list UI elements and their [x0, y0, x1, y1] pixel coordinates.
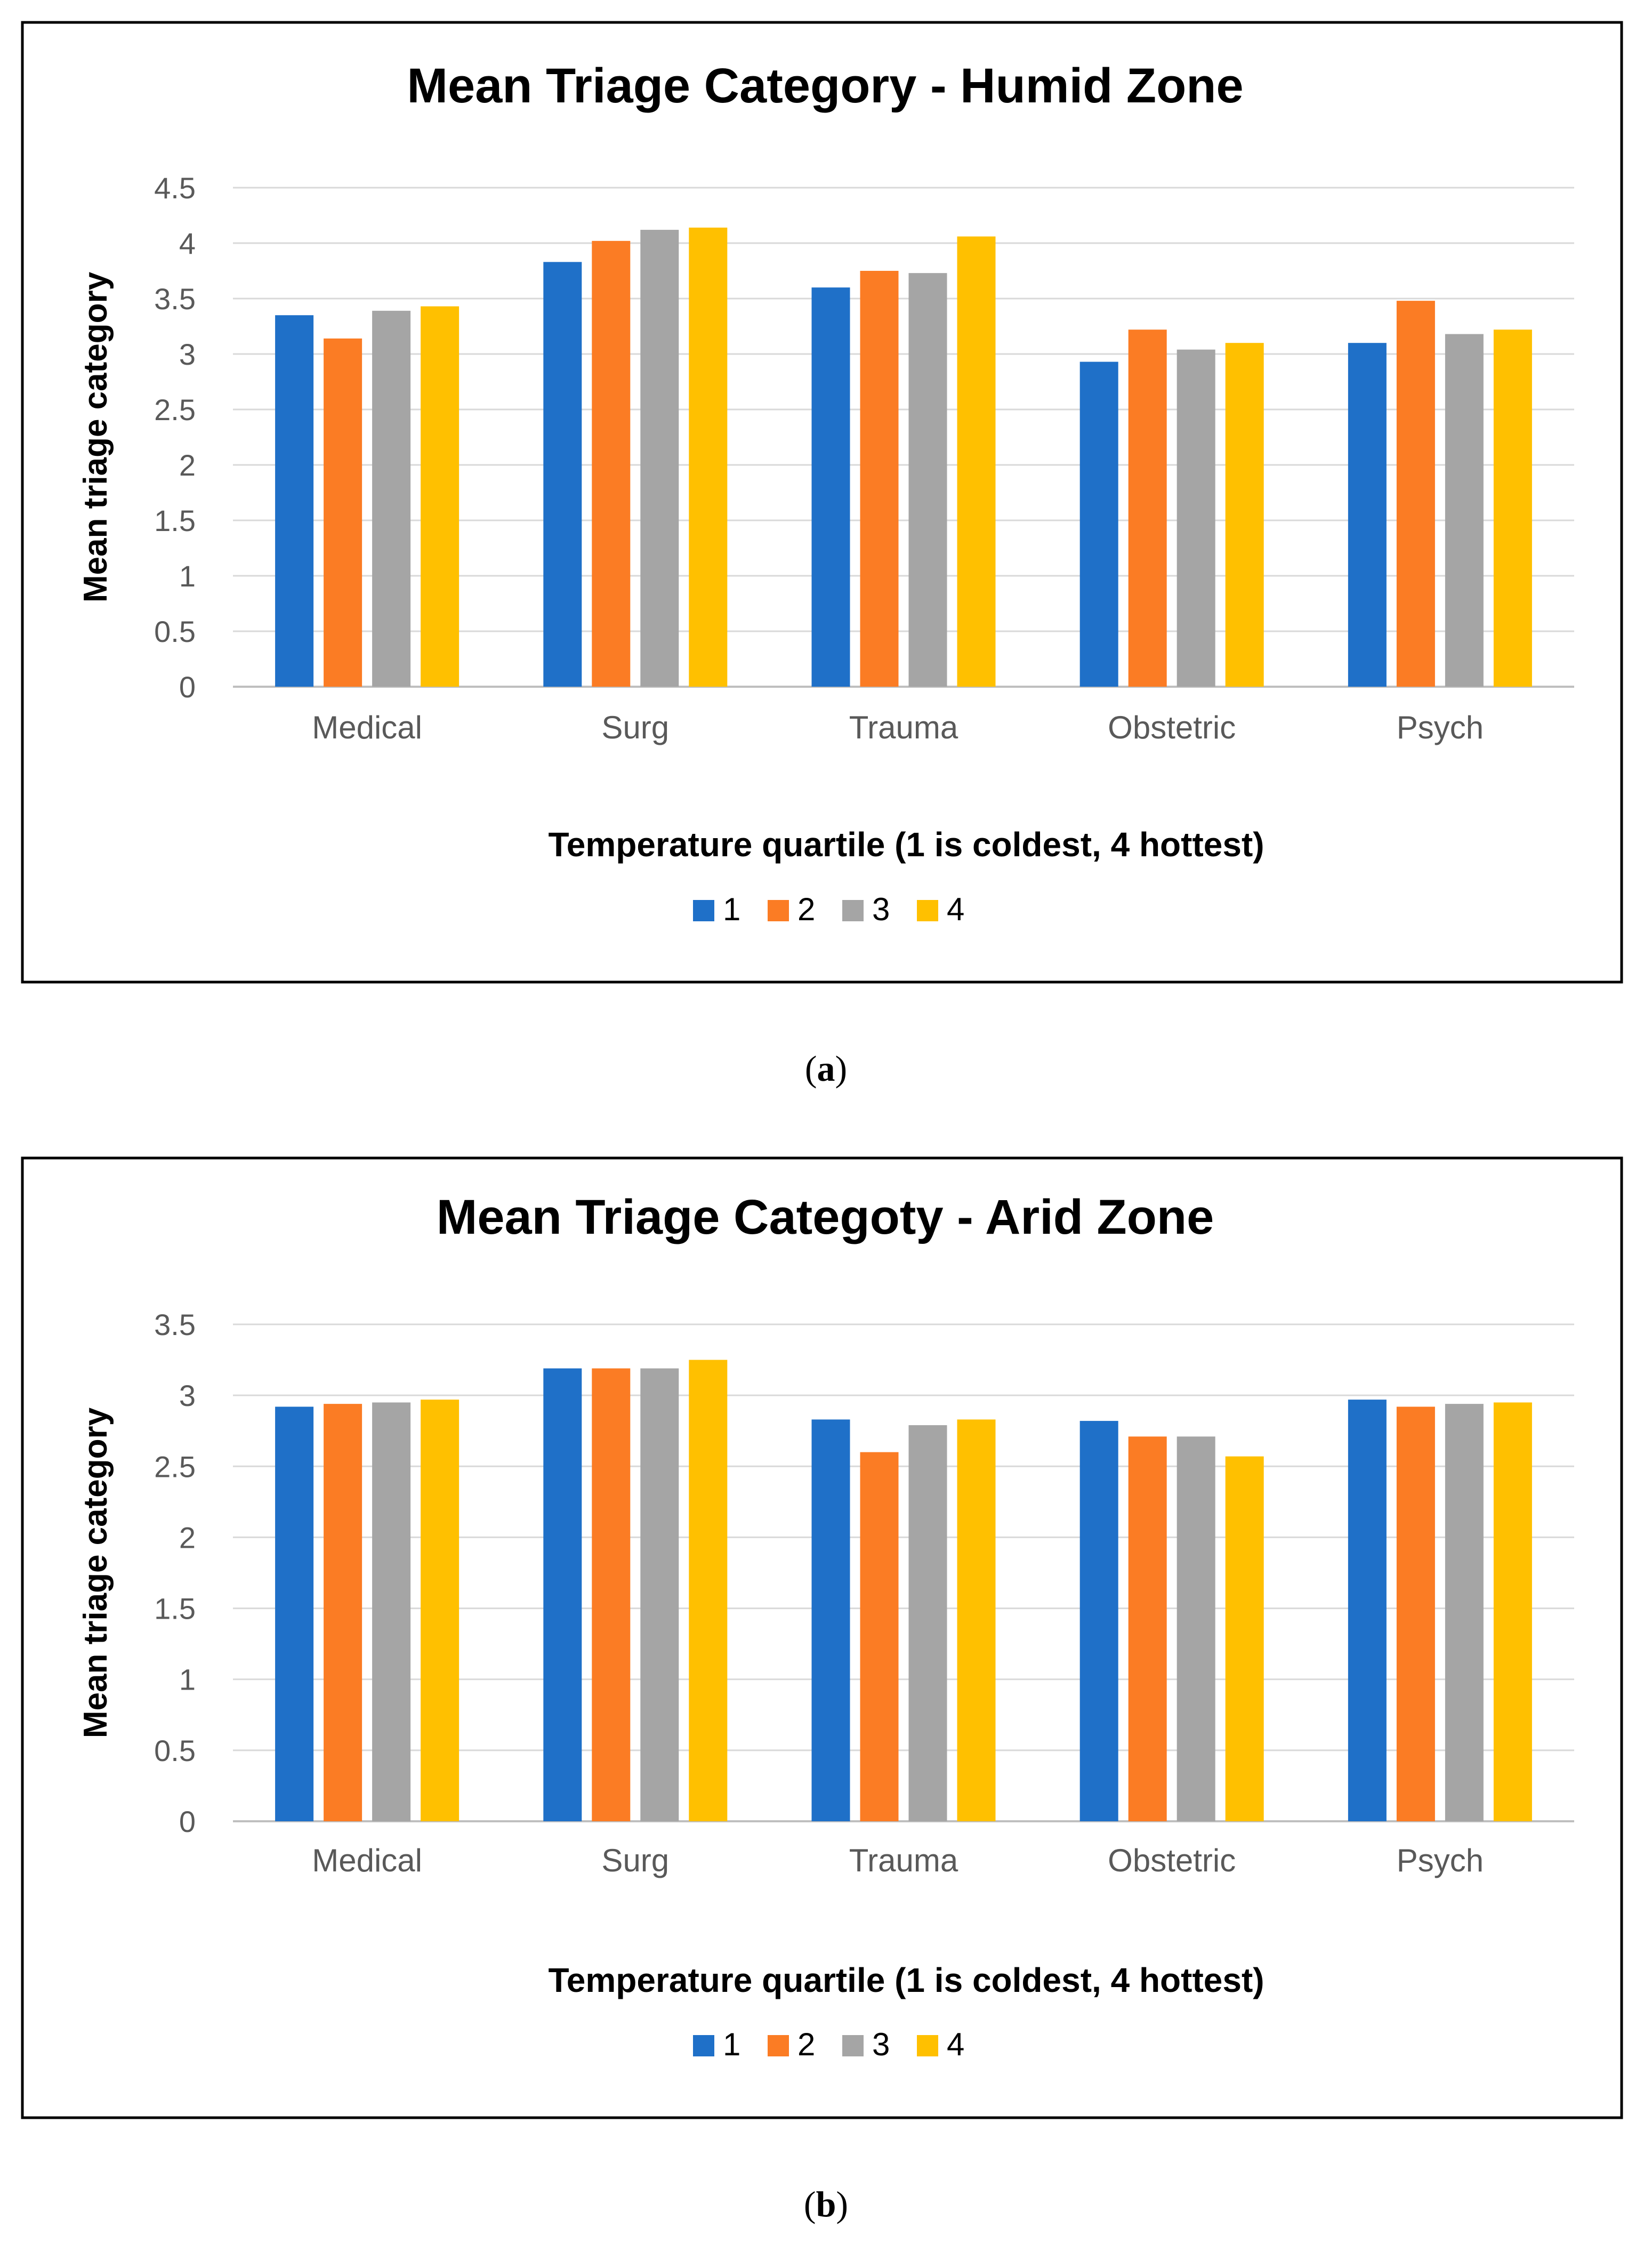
- y-tick-label: 0: [179, 1805, 196, 1838]
- legend-swatch-4: [917, 900, 938, 921]
- chart-humid: Mean Triage Category - Humid Zone 0 0.5 1 1.…: [21, 21, 1623, 984]
- y-tick-label: 1: [179, 559, 196, 593]
- y-tick-label: 0.5: [154, 1734, 196, 1767]
- y-axis-label: Mean triage category: [77, 271, 114, 602]
- x-tick-label: Trauma: [849, 710, 958, 745]
- x-axis-label: Temperature quartile (1 is coldest, 4 ho…: [548, 825, 1264, 864]
- bar-medical-q4: [421, 306, 460, 687]
- bar-trauma-q4: [957, 236, 996, 687]
- x-tick-label: Obstetric: [1108, 710, 1236, 745]
- legend-swatch-1: [693, 900, 714, 921]
- bar-obstetric-q2: [1128, 1436, 1167, 1821]
- bar-psych-q4: [1493, 329, 1532, 687]
- legend-label: 3: [872, 891, 890, 927]
- x-tick-label: Obstetric: [1108, 1843, 1236, 1878]
- chart-arid: Mean Triage Categoty - Arid Zone 0 0.5 1 1.5…: [21, 1156, 1623, 2119]
- bar-trauma-q1: [811, 287, 850, 687]
- bar-medical-q2: [324, 1404, 362, 1821]
- bar-trauma-q3: [908, 1425, 947, 1821]
- bar-obstetric-q4: [1225, 1456, 1264, 1821]
- panel-label-b: (b): [803, 2184, 849, 2224]
- y-tick-label: 3.5: [154, 282, 196, 316]
- y-axis-label: Mean triage category: [77, 1407, 114, 1738]
- bar-medical-q3: [372, 1402, 411, 1821]
- bar-medical-q3: [372, 310, 411, 687]
- bar-obstetric-q3: [1176, 1436, 1215, 1821]
- x-tick-label: Surg: [601, 1843, 669, 1878]
- legend-swatch-1: [693, 2035, 714, 2056]
- bar-medical-q4: [421, 1400, 460, 1821]
- bar-trauma-q4: [957, 1419, 996, 1821]
- bar-trauma-q2: [860, 271, 899, 687]
- y-tick-label: 3.5: [154, 1308, 196, 1341]
- bar-surg-q4: [689, 227, 728, 687]
- legend-label: 4: [947, 2027, 964, 2062]
- y-tick-label: 3: [179, 337, 196, 371]
- y-tick-label: 0.5: [154, 615, 196, 648]
- legend-label: 2: [797, 891, 815, 927]
- x-tick-label: Medical: [312, 710, 422, 745]
- x-tick-label: Psych: [1397, 710, 1484, 745]
- bar-psych-q3: [1445, 1404, 1484, 1821]
- y-tick-label: 2.5: [154, 393, 196, 427]
- x-tick-label: Trauma: [849, 1843, 958, 1878]
- bar-obstetric-q4: [1225, 343, 1264, 687]
- legend-swatch-2: [768, 900, 789, 921]
- legend-swatch-3: [842, 2035, 864, 2056]
- bar-surg-q2: [592, 1368, 631, 1821]
- bar-psych-q1: [1348, 1400, 1387, 1821]
- bar-surg-q2: [592, 240, 631, 687]
- y-tick-label: 2: [179, 1521, 196, 1554]
- chart-title: Mean Triage Category - Humid Zone: [407, 59, 1243, 113]
- bar-trauma-q2: [860, 1452, 899, 1821]
- bar-surg-q3: [640, 230, 679, 687]
- x-tick-label: Surg: [601, 710, 669, 745]
- y-tick-label: 0: [179, 670, 196, 704]
- legend-label: 2: [797, 2027, 815, 2062]
- bar-psych-q2: [1396, 1406, 1435, 1821]
- bar-psych-q1: [1348, 343, 1387, 687]
- legend-label: 4: [947, 891, 964, 927]
- bar-medical-q1: [275, 315, 314, 687]
- chart-title: Mean Triage Categoty - Arid Zone: [437, 1190, 1214, 1244]
- legend-swatch-3: [842, 900, 864, 921]
- bar-medical-q2: [324, 338, 362, 687]
- bar-psych-q3: [1445, 334, 1484, 687]
- x-tick-label: Medical: [312, 1843, 422, 1878]
- legend-swatch-4: [917, 2035, 938, 2056]
- bar-obstetric-q1: [1079, 361, 1118, 687]
- bar-medical-q1: [275, 1406, 314, 1821]
- y-tick-label: 3: [179, 1379, 196, 1412]
- bar-trauma-q3: [908, 273, 947, 687]
- bar-obstetric-q3: [1176, 349, 1215, 687]
- legend-label: 1: [723, 2027, 740, 2062]
- y-tick-label: 1.5: [154, 504, 196, 537]
- x-axis-label: Temperature quartile (1 is coldest, 4 ho…: [548, 1961, 1264, 1999]
- bar-surg-q1: [543, 262, 582, 687]
- bar-surg-q4: [689, 1360, 728, 1821]
- bar-trauma-q1: [811, 1419, 850, 1821]
- bar-psych-q2: [1396, 301, 1435, 687]
- panel-label-a: (a): [804, 1048, 848, 1089]
- bar-obstetric-q2: [1128, 329, 1167, 687]
- bar-psych-q4: [1493, 1402, 1532, 1821]
- y-tick-label: 2: [179, 448, 196, 482]
- bar-obstetric-q1: [1079, 1421, 1118, 1821]
- y-tick-label: 1: [179, 1663, 196, 1697]
- legend-swatch-2: [768, 2035, 789, 2056]
- legend-label: 3: [872, 2027, 890, 2062]
- y-tick-label: 4.5: [154, 171, 196, 205]
- y-tick-label: 2.5: [154, 1450, 196, 1483]
- legend-label: 1: [723, 891, 740, 927]
- bar-surg-q1: [543, 1368, 582, 1821]
- y-tick-label: 1.5: [154, 1592, 196, 1626]
- x-tick-label: Psych: [1397, 1843, 1484, 1878]
- bar-surg-q3: [640, 1368, 679, 1821]
- y-tick-label: 4: [179, 227, 196, 260]
